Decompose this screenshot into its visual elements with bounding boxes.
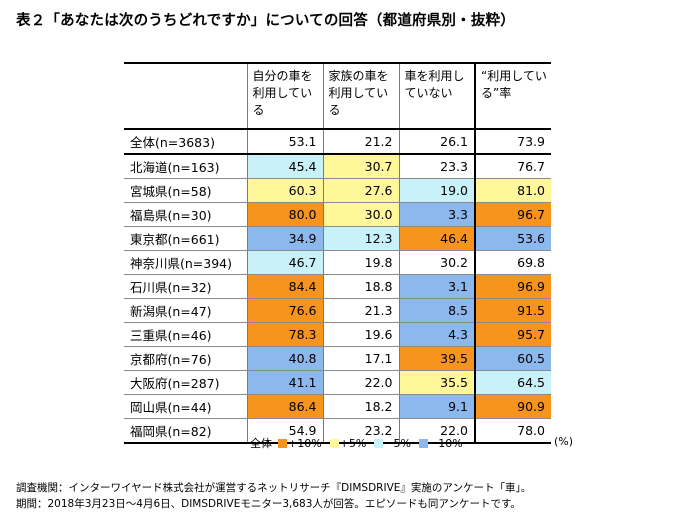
value-cell: 41.1 bbox=[246, 370, 323, 395]
value-cell: 22.0 bbox=[398, 418, 475, 444]
table-row: 三重県(n=46) 78.3 19.6 4.3 95.7 bbox=[124, 322, 551, 347]
value-cell: 35.5 bbox=[398, 370, 475, 395]
legend-swatch-plus5 bbox=[329, 438, 339, 448]
value-cell: 60.3 bbox=[246, 178, 323, 203]
value-cell: 53.1 bbox=[246, 129, 323, 155]
value-cell: 12.3 bbox=[322, 226, 399, 251]
value-cell: 21.3 bbox=[322, 298, 399, 323]
value-cell: 76.6 bbox=[246, 298, 323, 323]
table-row: 宮城県(n=58) 60.3 27.6 19.0 81.0 bbox=[124, 178, 551, 203]
value-cell: 64.5 bbox=[474, 370, 551, 395]
table-row: 石川県(n=32) 84.4 18.8 3.1 96.9 bbox=[124, 274, 551, 299]
value-cell: 18.8 bbox=[322, 274, 399, 299]
page-title: 表２「あなたは次のうちどれですか」についての回答（都道府県別・抜粋） bbox=[16, 13, 515, 29]
row-label: 神奈川県(n=394) bbox=[124, 250, 247, 275]
header-corner bbox=[124, 62, 247, 130]
unit-label: (%) bbox=[554, 435, 574, 448]
value-cell: 69.8 bbox=[474, 250, 551, 275]
value-cell: 8.5 bbox=[398, 298, 475, 323]
value-cell: 84.4 bbox=[246, 274, 323, 299]
table-row: 岡山県(n=44) 86.4 18.2 9.1 90.9 bbox=[124, 394, 551, 419]
value-cell: 90.9 bbox=[474, 394, 551, 419]
value-cell: 78.0 bbox=[474, 418, 551, 444]
table-row: 福島県(n=30) 80.0 30.0 3.3 96.7 bbox=[124, 202, 551, 227]
legend-swatch-plus10 bbox=[278, 438, 287, 448]
legend-swatch-minus5 bbox=[374, 438, 384, 448]
table-row: 新潟県(n=47) 76.6 21.3 8.5 91.5 bbox=[124, 298, 551, 323]
color-legend: 全体 +10% +5% −5% −10% bbox=[250, 435, 465, 451]
legend-label-plus5: +5% bbox=[339, 436, 367, 450]
value-cell: 46.4 bbox=[398, 226, 475, 251]
value-cell: 17.1 bbox=[322, 346, 399, 371]
period-note: 期間：2018年3月23日～4月6日、DIMSDRIVEモニター3,683人が回… bbox=[16, 498, 521, 510]
row-label: 京都府(n=76) bbox=[124, 346, 247, 371]
value-cell: 23.3 bbox=[398, 154, 475, 179]
value-cell: 95.7 bbox=[474, 322, 551, 347]
value-cell: 19.8 bbox=[322, 250, 399, 275]
table-header-row: 自分の車を利用している 家族の車を利用している 車を利用していない “利用してい… bbox=[124, 62, 551, 130]
value-cell: 81.0 bbox=[474, 178, 551, 203]
value-cell: 27.6 bbox=[322, 178, 399, 203]
legend-swatch-minus10 bbox=[419, 438, 429, 448]
source-note: 調査機関：インターワイヤード株式会社が運営するネットリサーチ『DIMSDRIVE… bbox=[16, 482, 532, 494]
table-row: 神奈川県(n=394) 46.7 19.8 30.2 69.8 bbox=[124, 250, 551, 275]
value-cell: 34.9 bbox=[246, 226, 323, 251]
table-row: 北海道(n=163) 45.4 30.7 23.3 76.7 bbox=[124, 154, 551, 179]
row-label: 全体(n=3683) bbox=[124, 129, 247, 155]
value-cell: 78.3 bbox=[246, 322, 323, 347]
value-cell: 76.7 bbox=[474, 154, 551, 179]
value-cell: 26.1 bbox=[398, 129, 475, 155]
value-cell: 9.1 bbox=[398, 394, 475, 419]
table-row: 全体(n=3683) 53.1 21.2 26.1 73.9 bbox=[124, 129, 551, 155]
header-no-car: 車を利用していない bbox=[398, 62, 475, 130]
row-label: 北海道(n=163) bbox=[124, 154, 247, 179]
survey-table: 自分の車を利用している 家族の車を利用している 車を利用していない “利用してい… bbox=[124, 62, 551, 444]
header-usage-rate: “利用している”率 bbox=[474, 62, 551, 130]
value-cell: 91.5 bbox=[474, 298, 551, 323]
value-cell: 45.4 bbox=[246, 154, 323, 179]
legend-base-label: 全体 bbox=[250, 437, 272, 450]
legend-label-minus5: −5% bbox=[384, 436, 412, 450]
row-label: 三重県(n=46) bbox=[124, 322, 247, 347]
table-row: 東京都(n=661) 34.9 12.3 46.4 53.6 bbox=[124, 226, 551, 251]
value-cell: 3.3 bbox=[398, 202, 475, 227]
table-row: 京都府(n=76) 40.8 17.1 39.5 60.5 bbox=[124, 346, 551, 371]
value-cell: 19.6 bbox=[322, 322, 399, 347]
value-cell: 30.0 bbox=[322, 202, 399, 227]
legend-label-plus10: +10% bbox=[288, 436, 322, 450]
value-cell: 96.7 bbox=[474, 202, 551, 227]
value-cell: 18.2 bbox=[322, 394, 399, 419]
row-label: 福岡県(n=82) bbox=[124, 418, 247, 444]
header-family-car: 家族の車を利用している bbox=[322, 62, 399, 130]
value-cell: 80.0 bbox=[246, 202, 323, 227]
value-cell: 30.7 bbox=[322, 154, 399, 179]
value-cell: 40.8 bbox=[246, 346, 323, 371]
row-label: 宮城県(n=58) bbox=[124, 178, 247, 203]
value-cell: 39.5 bbox=[398, 346, 475, 371]
row-label: 岡山県(n=44) bbox=[124, 394, 247, 419]
value-cell: 19.0 bbox=[398, 178, 475, 203]
value-cell: 21.2 bbox=[322, 129, 399, 155]
value-cell: 60.5 bbox=[474, 346, 551, 371]
row-label: 東京都(n=661) bbox=[124, 226, 247, 251]
value-cell: 96.9 bbox=[474, 274, 551, 299]
value-cell: 46.7 bbox=[246, 250, 323, 275]
value-cell: 30.2 bbox=[398, 250, 475, 275]
value-cell: 4.3 bbox=[398, 322, 475, 347]
row-label: 大阪府(n=287) bbox=[124, 370, 247, 395]
header-own-car: 自分の車を利用している bbox=[246, 62, 323, 130]
value-cell: 53.6 bbox=[474, 226, 551, 251]
row-label: 新潟県(n=47) bbox=[124, 298, 247, 323]
value-cell: 73.9 bbox=[474, 129, 551, 155]
value-cell: 3.1 bbox=[398, 274, 475, 299]
table-row: 大阪府(n=287) 41.1 22.0 35.5 64.5 bbox=[124, 370, 551, 395]
row-label: 石川県(n=32) bbox=[124, 274, 247, 299]
value-cell: 86.4 bbox=[246, 394, 323, 419]
value-cell: 22.0 bbox=[322, 370, 399, 395]
legend-label-minus10: −10% bbox=[429, 436, 463, 450]
row-label: 福島県(n=30) bbox=[124, 202, 247, 227]
